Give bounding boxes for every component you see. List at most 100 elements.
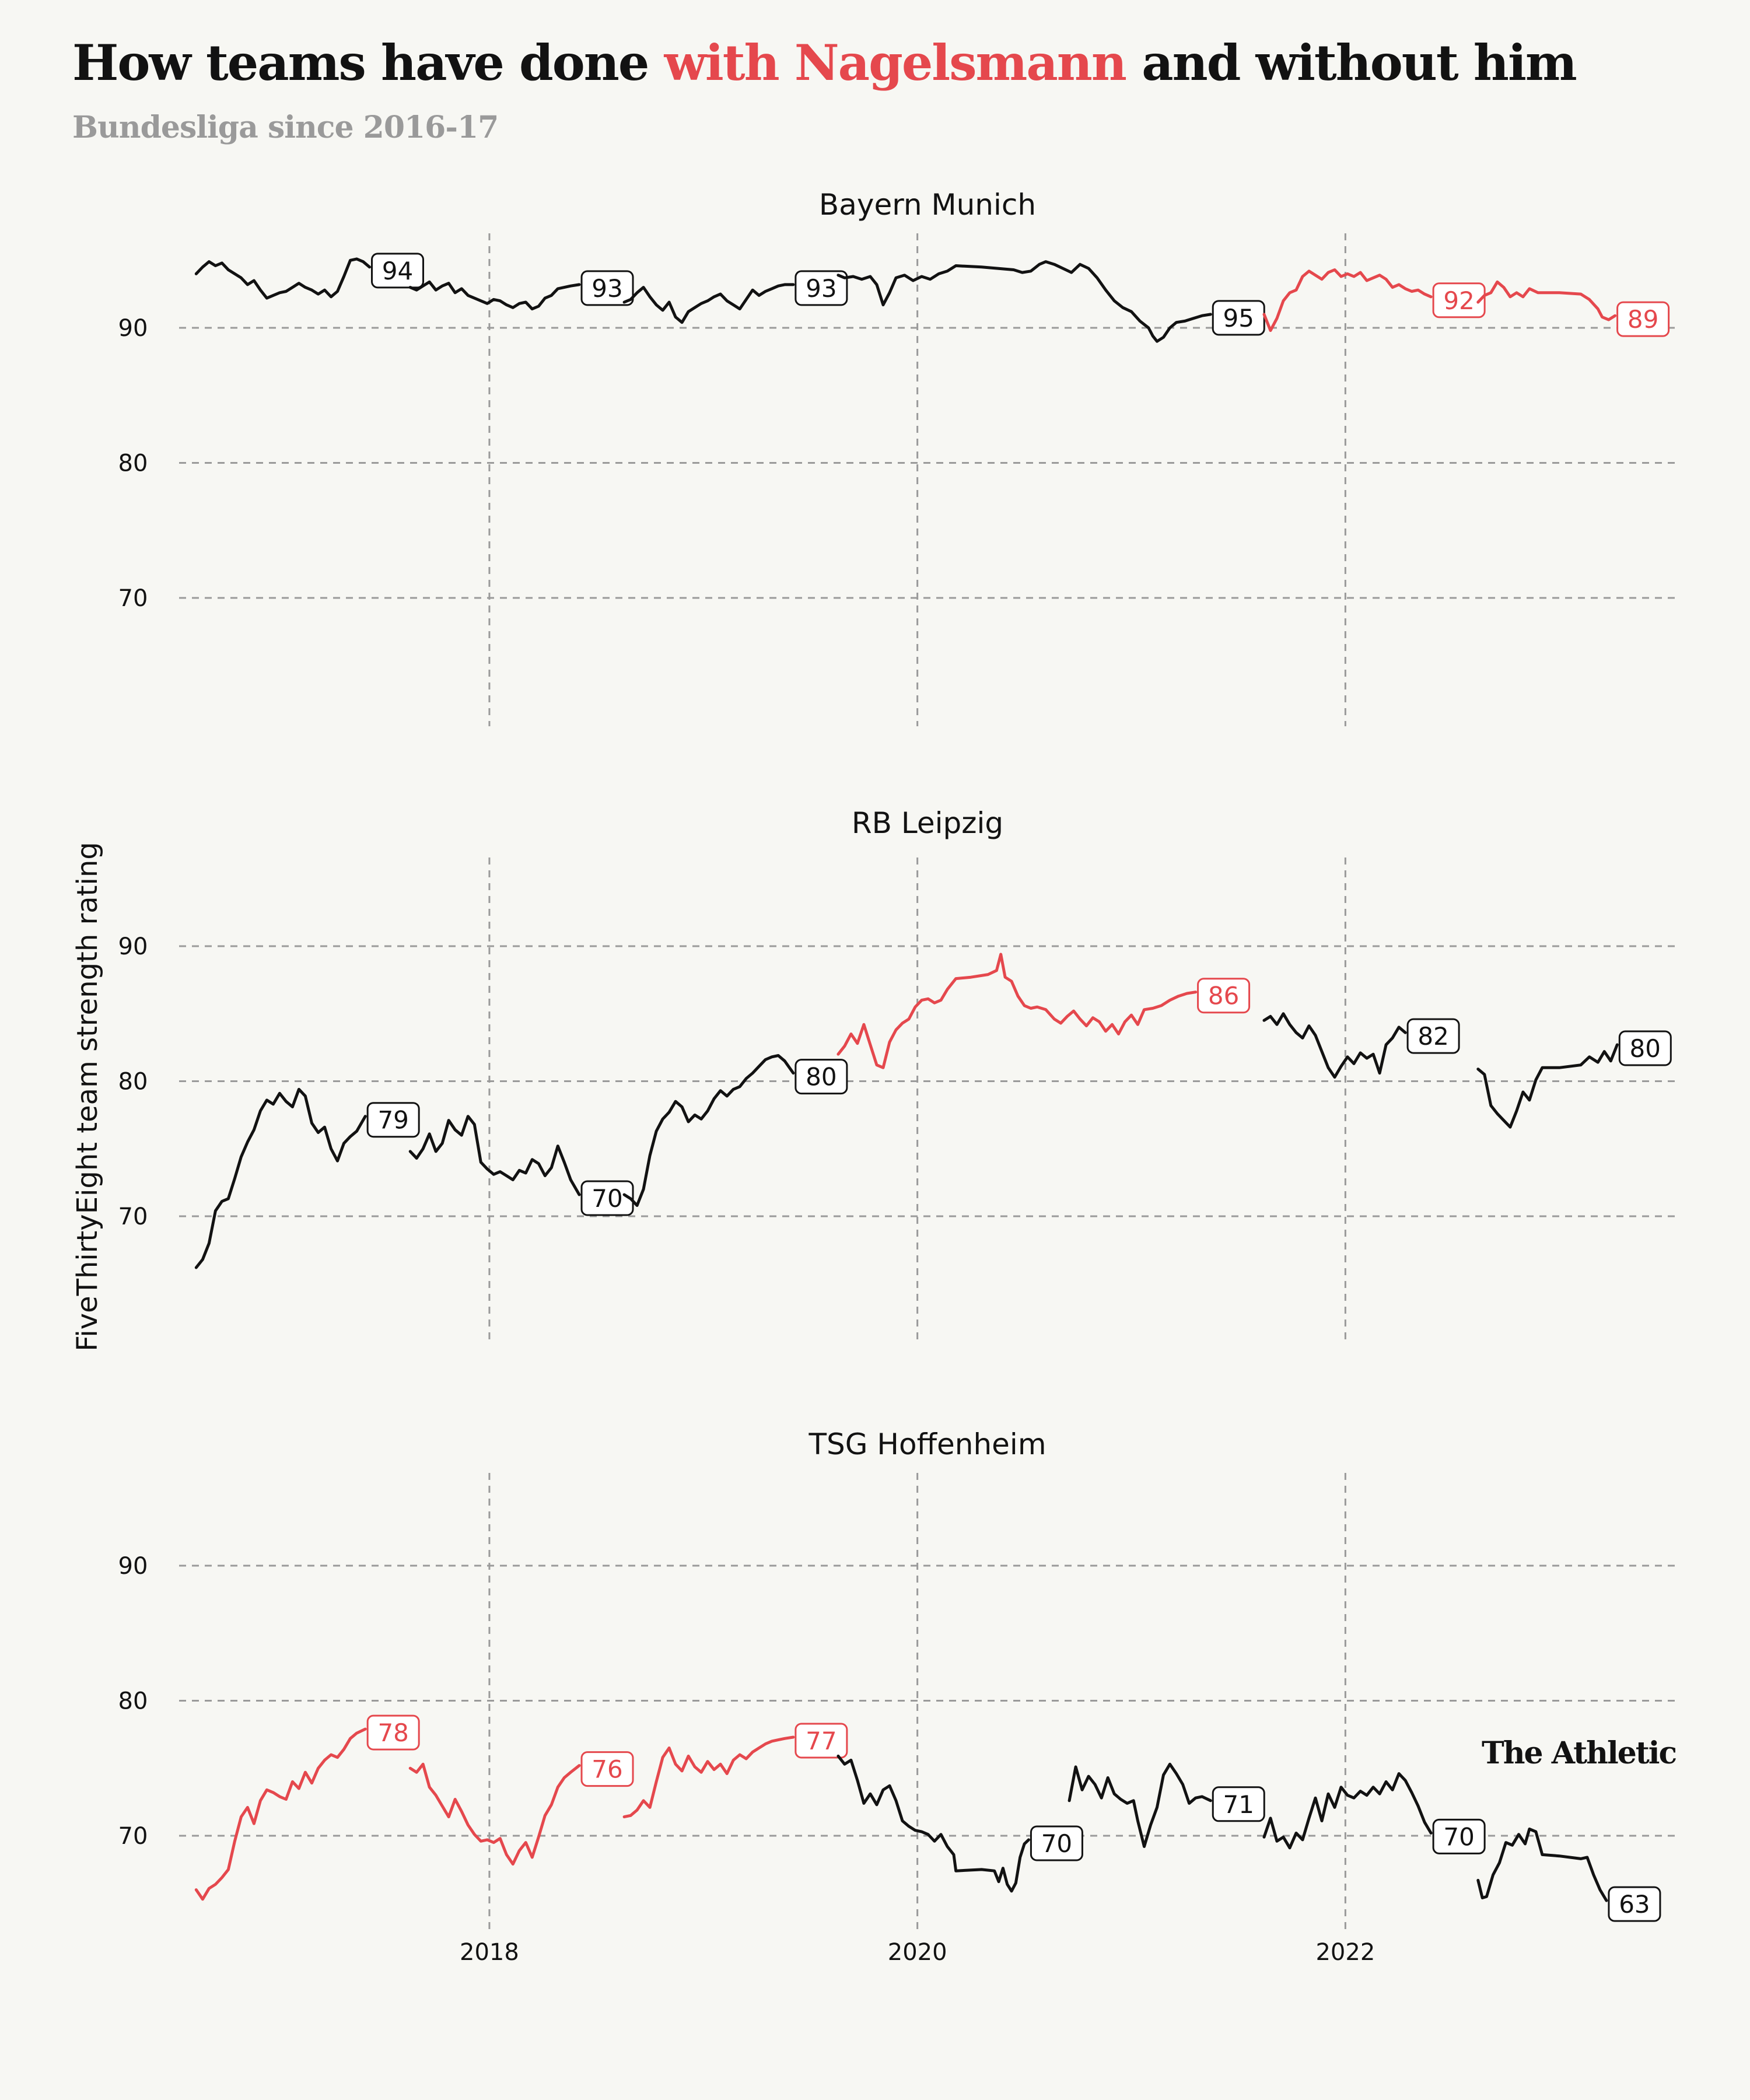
end-value-label-text: 70 [592,1184,622,1213]
x-tick-label-2018: 2018 [460,1939,519,1966]
chart-subtitle: Bundesliga since 2016-17 [72,110,499,145]
series-line-2019-20-and-2020-21 [836,260,1212,343]
end-value-label-box [1432,1818,1486,1854]
series-line-2018-19 [622,1735,795,1819]
end-value-label-box [1030,1825,1083,1861]
y-tick-label-70: 70 [118,585,148,612]
end-value-label-text: 92 [1443,286,1474,315]
end-value-label-text: 82 [1418,1022,1448,1051]
end-value-label-text: 77 [806,1727,836,1755]
end-value-label: 82 [1406,1018,1460,1054]
series-line-2018-19 [622,1054,795,1207]
end-value-label-text: 94 [382,257,413,285]
series-line-2021-22 [1262,268,1433,332]
the-athletic-logo: The Athletic [1482,1735,1677,1771]
end-value-label: 92 [1432,282,1486,318]
series-line-2016-17 [194,1727,367,1901]
end-value-label-box [1197,978,1251,1014]
end-value-label: 70 [1030,1825,1083,1861]
end-value-label-box [366,1102,420,1138]
x-tick-label-2022: 2022 [1315,1939,1375,1966]
end-value-label-text: 63 [1619,1890,1650,1919]
end-value-label: 80 [794,1059,848,1095]
end-value-label: 77 [794,1723,848,1759]
end-value-label-box [580,1751,634,1787]
end-value-label-box [1432,282,1486,318]
end-value-label: 63 [1608,1886,1661,1922]
series-line-2016-17 [194,1087,367,1269]
end-value-label: 78 [366,1714,420,1751]
series-line-2019-20 [836,1754,1030,1893]
end-value-label-box [580,1180,634,1216]
end-value-label-text: 89 [1628,305,1658,334]
end-value-label: 95 [1212,300,1265,336]
end-value-label-box [1618,1030,1672,1066]
end-value-label-text: 93 [592,274,622,303]
end-value-label-box [794,1059,848,1095]
end-value-label: 80 [1618,1030,1672,1066]
y-tick-label-80: 80 [118,1069,148,1096]
y-tick-label-80: 80 [118,450,148,477]
end-value-label-text: 93 [806,274,836,303]
end-value-label-box [580,270,634,306]
y-tick-label-90: 90 [118,933,148,960]
series-line-2022-23 [1476,1827,1608,1902]
end-value-label-text: 76 [592,1755,622,1784]
end-value-label-box [1608,1886,1661,1922]
end-value-label: 71 [1212,1786,1265,1822]
panel-title: RB Leipzig [852,806,1003,840]
series-line-2022-23 [1476,1043,1619,1129]
y-tick-label-90: 90 [118,1553,148,1580]
series-line-2021-22 [1262,1772,1433,1850]
end-value-label: 86 [1197,978,1251,1014]
end-value-label-box [366,1714,420,1751]
end-value-label: 70 [580,1180,634,1216]
end-value-label-box [794,1723,848,1759]
end-value-label-text: 78 [377,1718,408,1747]
end-value-label-box [1616,301,1670,337]
end-value-label: 93 [794,270,848,306]
series-line-2017-18 [408,280,581,311]
panel-title: TSG Hoffenheim [808,1427,1046,1461]
end-value-label-box [1212,1786,1265,1822]
chart-title: How teams have done with Nagelsmann and … [72,34,1577,92]
end-value-label-text: 86 [1208,982,1239,1010]
series-line-2016-17 [194,257,371,300]
end-value-label-box [794,270,848,306]
panel-bayern-munich: 70 80 90 Bayern Munich 94 93 93 95 92 89 [118,188,1677,726]
x-tick-label-2020: 2020 [888,1939,947,1966]
end-value-label-text: 70 [1443,1822,1474,1851]
end-value-label: 76 [580,1751,634,1787]
end-value-label-text: 80 [1630,1034,1661,1063]
title-highlight: with Nagelsmann [664,34,1127,92]
series-line-2019-20-and-2020-21 [836,953,1198,1069]
series-line-2022-23 [1476,280,1617,321]
end-value-label-box [1406,1018,1460,1054]
series-line-2017-18 [408,1762,581,1866]
title-part-1: How teams have done [72,34,664,92]
panel-tsg-hoffenheim: 70 80 90 TSG Hoffenheim 78 76 77 70 71 70 63 [118,1427,1677,1931]
axis-layer: 2018 2020 2022 [460,1939,1375,1966]
series-line-2018-19 [622,283,795,324]
end-value-label-text: 95 [1223,304,1254,332]
end-value-label: 94 [371,253,425,289]
end-value-label: 70 [1432,1818,1486,1854]
series-line-2021-22 [1262,1012,1407,1079]
panel-rb-leipzig: 70 80 90 RB Leipzig 79 70 80 86 82 80 [118,806,1677,1345]
end-value-label-text: 79 [377,1106,408,1135]
end-value-label-text: 71 [1223,1790,1254,1819]
y-tick-label-70: 70 [118,1823,148,1850]
end-value-label-text: 80 [806,1063,836,1091]
y-tick-label-70: 70 [118,1203,148,1230]
end-value-label: 93 [580,270,634,306]
y-tick-label-90: 90 [118,315,148,342]
title-part-2: and without him [1125,34,1577,92]
y-axis-label: FiveThirtyEight team strength rating [71,842,104,1351]
end-value-label: 89 [1616,301,1670,337]
series-line-2017-18 [408,1115,581,1196]
y-tick-label-80: 80 [118,1688,148,1715]
panels-layer: 70 80 90 Bayern Munich 94 93 93 95 92 89 70 80 90 RB … [118,188,1677,1931]
panel-title: Bayern Munich [819,188,1036,222]
end-value-label: 79 [366,1102,420,1138]
